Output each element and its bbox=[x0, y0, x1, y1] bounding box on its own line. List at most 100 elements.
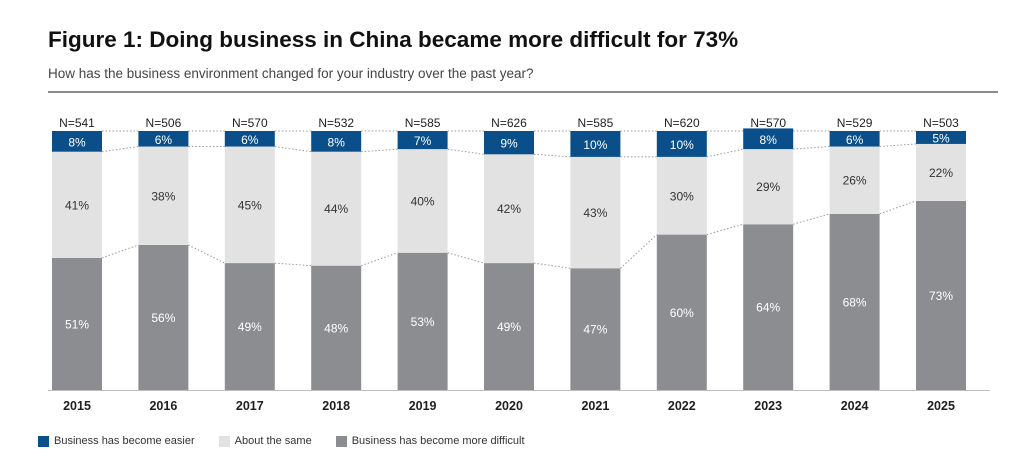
x-tick-label-2021: 2021 bbox=[581, 399, 609, 413]
connector-same-2020 bbox=[533, 153, 571, 158]
bar-difficult-2021 bbox=[570, 268, 621, 390]
bar-same-2016 bbox=[138, 146, 189, 245]
data-label-same-2017: 45% bbox=[238, 198, 262, 212]
data-label-difficult-2023: 64% bbox=[756, 301, 780, 315]
bar-difficult-2018 bbox=[311, 265, 362, 390]
data-label-easier-2015: 8% bbox=[68, 135, 86, 149]
legend-swatch-difficult bbox=[335, 435, 347, 447]
chart-subtitle: How has the business environment changed… bbox=[48, 66, 534, 81]
legend-swatch-same bbox=[218, 435, 230, 447]
bar-easier-2022 bbox=[656, 131, 707, 157]
sample-size-label-2023: N=570 bbox=[750, 116, 786, 130]
connector-difficult-2015 bbox=[101, 244, 139, 259]
data-label-same-2019: 40% bbox=[411, 194, 435, 208]
connector-difficult-2022 bbox=[706, 223, 744, 236]
data-label-easier-2021: 10% bbox=[583, 138, 607, 152]
bar-easier-2020 bbox=[484, 131, 534, 155]
bar-difficult-2015 bbox=[52, 257, 102, 390]
legend-label-difficult: Business has become more difficult bbox=[351, 435, 525, 447]
data-label-same-2015: 41% bbox=[65, 198, 89, 212]
bar-easier-2018 bbox=[311, 131, 362, 152]
data-label-same-2021: 43% bbox=[583, 206, 607, 220]
data-label-difficult-2022: 60% bbox=[670, 306, 694, 320]
connector-same-2023 bbox=[793, 146, 830, 150]
bar-easier-2016 bbox=[138, 131, 189, 147]
x-tick-label-2017: 2017 bbox=[236, 399, 264, 413]
data-label-difficult-2020: 49% bbox=[497, 320, 521, 334]
data-label-same-2025: 22% bbox=[929, 166, 953, 180]
connector-same-2015 bbox=[101, 146, 139, 153]
data-label-difficult-2024: 68% bbox=[843, 295, 867, 309]
bar-same-2017 bbox=[224, 146, 275, 264]
legend-swatch-easier bbox=[38, 435, 49, 447]
data-label-same-2016: 38% bbox=[151, 189, 175, 203]
bar-same-2015 bbox=[52, 151, 102, 258]
sample-size-label-2022: N=620 bbox=[664, 116, 700, 130]
bar-same-2019 bbox=[397, 149, 448, 253]
connector-same-2024 bbox=[879, 143, 917, 148]
title-divider bbox=[48, 91, 998, 93]
bar-easier-2017 bbox=[224, 131, 275, 147]
sample-size-label-2016: N=506 bbox=[146, 116, 182, 130]
legend-item-same: About the same bbox=[218, 435, 312, 447]
data-label-same-2018: 44% bbox=[324, 202, 348, 216]
data-label-difficult-2018: 48% bbox=[324, 321, 348, 335]
bar-same-2025 bbox=[916, 143, 966, 201]
bar-easier-2023 bbox=[743, 128, 794, 150]
sample-size-label-2018: N=532 bbox=[318, 116, 354, 130]
connector-difficult-2021 bbox=[620, 234, 658, 269]
data-label-easier-2023: 8% bbox=[760, 133, 778, 147]
bar-same-2021 bbox=[570, 156, 621, 269]
data-label-easier-2022: 10% bbox=[670, 138, 694, 152]
x-tick-label-2015: 2015 bbox=[63, 399, 91, 413]
data-label-difficult-2015: 51% bbox=[65, 317, 89, 331]
data-label-difficult-2017: 49% bbox=[238, 320, 262, 334]
bar-difficult-2016 bbox=[138, 244, 189, 390]
bar-easier-2024 bbox=[829, 131, 880, 147]
connector-difficult-2019 bbox=[447, 252, 485, 264]
legend-item-easier: Business has become easier bbox=[38, 435, 195, 447]
bar-easier-2021 bbox=[570, 131, 621, 157]
x-tick-label-2025: 2025 bbox=[927, 399, 955, 413]
data-label-same-2023: 29% bbox=[756, 180, 780, 194]
data-label-easier-2017: 6% bbox=[241, 133, 259, 147]
bar-difficult-2022 bbox=[656, 234, 707, 390]
sample-size-label-2024: N=529 bbox=[837, 116, 873, 130]
legend-label-easier: Business has become easier bbox=[54, 435, 195, 447]
bar-difficult-2019 bbox=[397, 252, 448, 390]
sample-size-label-2020: N=626 bbox=[491, 116, 527, 130]
x-tick-label-2020: 2020 bbox=[495, 399, 523, 413]
data-label-difficult-2025: 73% bbox=[929, 289, 953, 303]
data-label-easier-2016: 6% bbox=[155, 133, 173, 147]
sample-size-label-2017: N=570 bbox=[232, 116, 268, 130]
x-tick-label-2016: 2016 bbox=[149, 399, 177, 413]
connector-difficult-2016 bbox=[188, 244, 226, 264]
data-label-easier-2020: 9% bbox=[500, 137, 518, 151]
connector-difficult-2017 bbox=[274, 262, 312, 267]
connector-difficult-2023 bbox=[793, 213, 830, 225]
bar-easier-2025 bbox=[916, 131, 966, 144]
data-label-easier-2018: 8% bbox=[328, 135, 346, 149]
x-tick-label-2019: 2019 bbox=[409, 399, 437, 413]
data-label-same-2024: 26% bbox=[843, 174, 867, 188]
data-label-easier-2024: 6% bbox=[846, 133, 864, 147]
bar-difficult-2024 bbox=[829, 213, 880, 390]
bar-difficult-2023 bbox=[743, 224, 794, 390]
sample-size-label-2021: N=585 bbox=[578, 116, 614, 130]
connector-same-2022 bbox=[706, 148, 744, 158]
connector-difficult-2020 bbox=[533, 262, 571, 269]
bar-same-2024 bbox=[829, 146, 880, 214]
bar-difficult-2017 bbox=[224, 263, 275, 390]
connector-difficult-2024 bbox=[879, 200, 917, 215]
bar-easier-2019 bbox=[397, 131, 448, 150]
bar-same-2018 bbox=[311, 151, 362, 266]
data-label-difficult-2019: 53% bbox=[411, 315, 435, 329]
chart-title: Figure 1: Doing business in China became… bbox=[48, 27, 739, 52]
chart-legend: Business has become easier About the sam… bbox=[38, 435, 549, 447]
legend-item-difficult: Business has become more difficult bbox=[335, 435, 525, 447]
connector-same-2018 bbox=[361, 148, 398, 153]
x-tick-label-2018: 2018 bbox=[322, 399, 350, 413]
x-tick-label-2024: 2024 bbox=[841, 399, 869, 413]
sample-size-label-2015: N=541 bbox=[59, 116, 95, 130]
